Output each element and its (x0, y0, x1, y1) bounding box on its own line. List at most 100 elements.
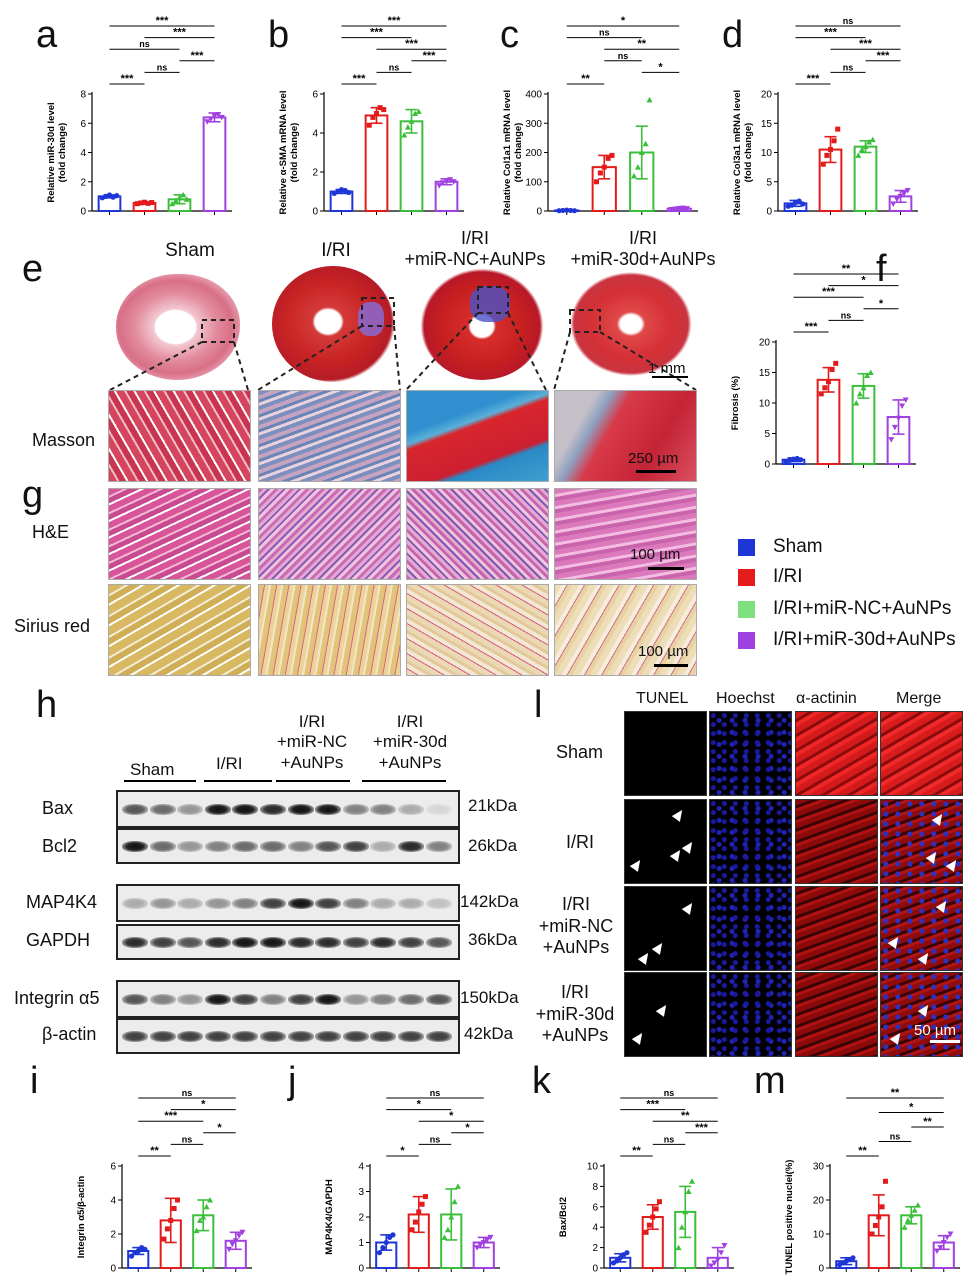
blot-band (232, 1031, 259, 1042)
data-point (824, 152, 830, 158)
if-row-mir: I/RI +miR-30d +AuNPs (535, 982, 615, 1046)
blot-band (177, 804, 204, 815)
sig-label: * (465, 1122, 470, 1134)
data-point (914, 1202, 921, 1208)
if-col-merge: Merge (896, 690, 942, 707)
if-image (880, 711, 963, 796)
data-point (232, 1238, 239, 1244)
data-point (366, 122, 372, 128)
data-point (862, 143, 869, 150)
y-axis-label: Integrin α5/β-actin (76, 1176, 87, 1259)
y-tick-label: 0 (818, 1264, 824, 1275)
data-point (867, 369, 874, 375)
y-tick-label: 0 (80, 207, 86, 218)
data-point (668, 207, 675, 213)
wb-group-nc: I/RI +miR-NC +AuNPs (276, 712, 348, 772)
y-tick-label: 0 (110, 1264, 116, 1275)
sig-label: ns (182, 1088, 193, 1098)
data-point (206, 1197, 213, 1203)
chart-c: Relative Col1a1 mRNA level (fold change) 0… (502, 15, 698, 218)
data-point (236, 1233, 243, 1239)
data-point (380, 1245, 386, 1251)
blot-band (287, 804, 314, 815)
chart-d: Relative Col3a1 mRNA level (fold change) 0… (732, 16, 918, 218)
if-image (624, 886, 707, 971)
sig-label: ns (430, 1088, 441, 1098)
y-tick-label: 0 (536, 207, 542, 218)
sig-label: ns (599, 28, 610, 38)
row-label-masson: Masson (32, 430, 96, 450)
y-tick-label: 2 (592, 1243, 598, 1254)
data-point (642, 140, 649, 147)
blot-band (260, 841, 286, 852)
data-point (477, 1242, 484, 1249)
sig-label: ** (842, 263, 851, 275)
data-point (556, 208, 562, 214)
y-tick-label: 0 (592, 1264, 598, 1275)
wb-kda-gapdh: 36kDa (468, 930, 518, 949)
legend-item-nc: I/RI+miR-NC+AuNPs (738, 598, 951, 620)
y-tick-label: 2 (110, 1230, 116, 1241)
y-tick-label: 2 (80, 177, 86, 188)
y-tick-label: 2 (358, 1213, 364, 1224)
blot-bcl2 (116, 828, 460, 864)
data-point (820, 161, 826, 167)
sig-label: ns (843, 16, 854, 26)
sig-label: ns (841, 310, 852, 320)
he-sham (108, 488, 251, 580)
data-point (215, 111, 222, 118)
if-image (624, 711, 707, 796)
blot-bax (116, 790, 460, 828)
if-image (795, 711, 878, 796)
blot-band (204, 937, 231, 948)
blot-band (260, 994, 286, 1005)
sig-label: *** (695, 1122, 709, 1134)
sig-label: ns (157, 62, 168, 72)
data-point (381, 107, 387, 113)
data-point (864, 372, 871, 379)
blot-band (370, 994, 397, 1005)
data-point (882, 1178, 888, 1184)
data-point (853, 400, 860, 406)
if-image (624, 799, 707, 884)
y-tick-label: 0 (764, 460, 770, 471)
data-point (685, 1188, 692, 1194)
y-tick-label: 200 (525, 148, 542, 159)
y-tick-label: 6 (80, 119, 86, 130)
y-tick-label: 0 (358, 1264, 364, 1275)
y-tick-label: 10 (587, 1162, 599, 1173)
data-point (850, 1255, 856, 1261)
data-point (829, 366, 835, 372)
blot-band (398, 994, 424, 1005)
data-point (895, 415, 902, 422)
blot-band (315, 1031, 342, 1042)
y-tick-label: 10 (761, 148, 773, 159)
masson-sham (108, 390, 251, 482)
data-point (135, 1248, 141, 1254)
data-point (412, 1219, 418, 1225)
blot-band (232, 937, 259, 948)
legend-swatch-nc (738, 600, 755, 618)
if-image (880, 972, 963, 1057)
data-point (796, 198, 802, 204)
if-image (709, 711, 792, 796)
blot-band (177, 937, 204, 948)
data-point (876, 1214, 882, 1220)
if-image (880, 886, 963, 971)
data-point (149, 200, 155, 206)
blot-band (398, 841, 424, 852)
zoom-line (507, 312, 547, 391)
data-point (908, 1212, 915, 1218)
chart-a: Relative miR-30d level (fold change) 0 2 4 6 8… (46, 15, 232, 218)
if-image (795, 886, 878, 971)
data-point (211, 113, 218, 119)
data-point (901, 1224, 908, 1230)
zoom-line (599, 331, 697, 391)
sig-label: *** (353, 73, 367, 85)
data-point (947, 1231, 954, 1237)
blot-band (122, 937, 148, 948)
if-image (795, 799, 878, 884)
data-point (714, 1257, 721, 1263)
